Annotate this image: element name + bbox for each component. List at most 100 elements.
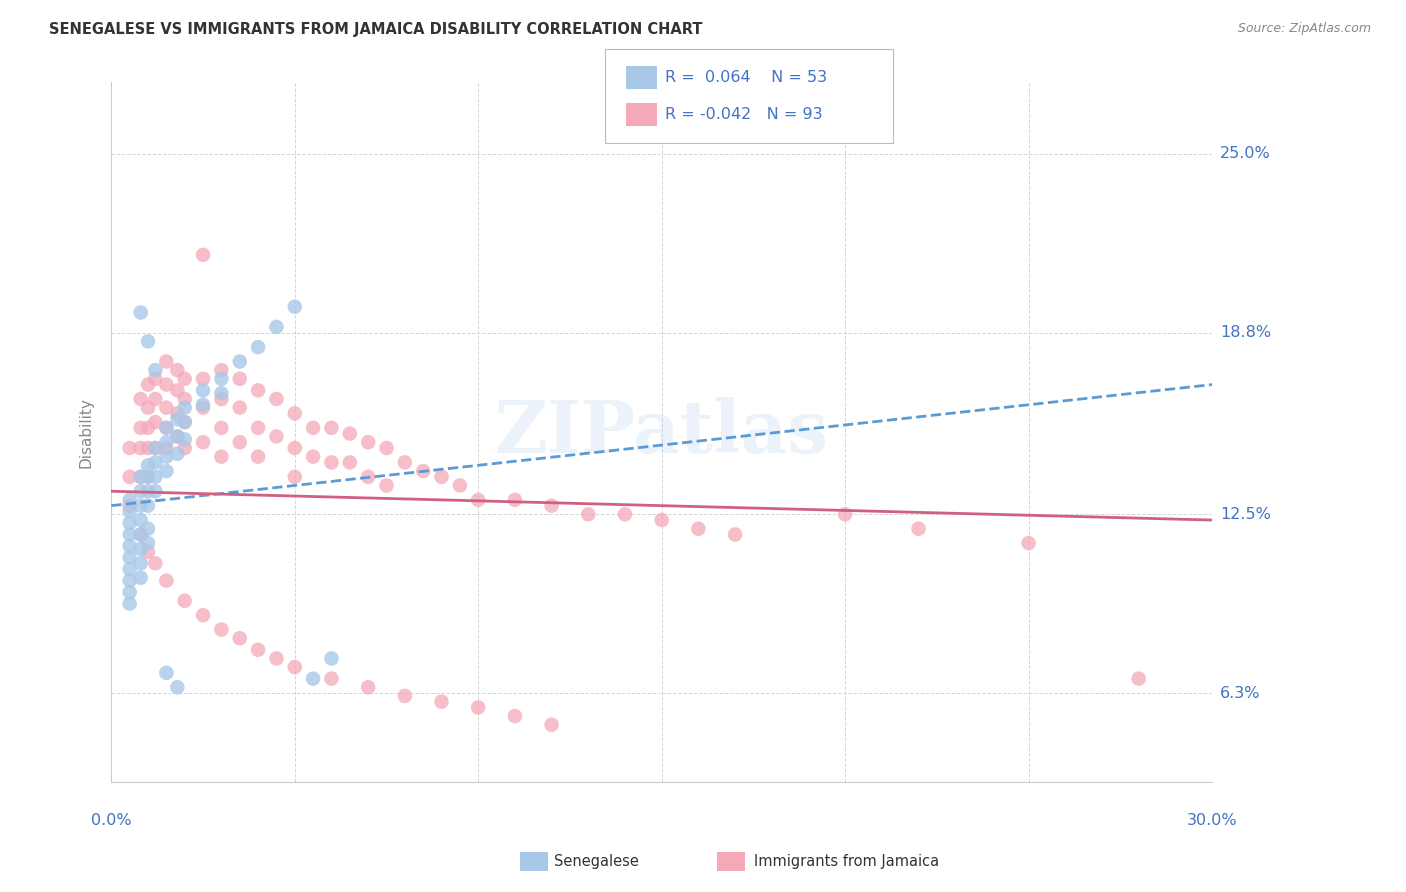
Point: [166, 680, 188, 694]
Point: [191, 608, 214, 623]
Point: [136, 522, 159, 536]
Point: [143, 441, 166, 455]
Point: [173, 372, 195, 386]
Point: [136, 441, 159, 455]
Point: [136, 470, 159, 484]
Point: [118, 504, 141, 518]
Point: [284, 300, 307, 314]
Point: [321, 421, 343, 435]
Point: [129, 557, 152, 571]
Point: [247, 642, 270, 657]
Text: Source: ZipAtlas.com: Source: ZipAtlas.com: [1237, 22, 1371, 36]
Point: [143, 455, 166, 469]
Point: [284, 470, 307, 484]
Point: [143, 415, 166, 429]
Point: [118, 516, 141, 530]
Point: [284, 441, 307, 455]
Point: [191, 398, 214, 412]
Point: [166, 447, 188, 461]
Point: [247, 421, 270, 435]
Point: [129, 513, 152, 527]
Point: [166, 384, 188, 398]
Text: 30.0%: 30.0%: [1187, 813, 1237, 828]
Point: [173, 415, 195, 429]
Point: [1128, 672, 1150, 686]
Point: [430, 470, 453, 484]
Point: [375, 478, 398, 492]
Point: [229, 401, 252, 415]
Y-axis label: Disability: Disability: [79, 397, 93, 467]
Point: [467, 700, 489, 714]
Point: [155, 421, 177, 435]
Point: [247, 450, 270, 464]
Point: [503, 492, 526, 507]
Point: [321, 455, 343, 469]
Point: [688, 522, 710, 536]
Point: [540, 499, 562, 513]
Point: [129, 470, 152, 484]
Point: [129, 305, 152, 319]
Point: [614, 508, 637, 522]
Point: [129, 527, 152, 541]
Point: [173, 401, 195, 415]
Point: [143, 484, 166, 499]
Point: [155, 421, 177, 435]
Point: [907, 522, 929, 536]
Point: [129, 441, 152, 455]
Point: [136, 470, 159, 484]
Point: [166, 429, 188, 443]
Point: [357, 680, 380, 694]
Text: 0.0%: 0.0%: [91, 813, 132, 828]
Text: R = -0.042   N = 93: R = -0.042 N = 93: [665, 107, 823, 121]
Point: [155, 450, 177, 464]
Point: [143, 372, 166, 386]
Point: [724, 527, 747, 541]
Point: [209, 372, 232, 386]
Point: [247, 340, 270, 354]
Point: [266, 651, 288, 665]
Point: [136, 421, 159, 435]
Point: [118, 574, 141, 588]
Point: [266, 429, 288, 443]
Point: [209, 623, 232, 637]
Point: [229, 354, 252, 368]
Point: [229, 372, 252, 386]
Point: [209, 450, 232, 464]
Point: [129, 421, 152, 435]
Point: [136, 545, 159, 559]
Point: [118, 550, 141, 565]
Point: [1018, 536, 1040, 550]
Point: [118, 492, 141, 507]
Point: [302, 421, 325, 435]
Text: 6.3%: 6.3%: [1220, 686, 1261, 700]
Point: [118, 539, 141, 553]
Point: [321, 651, 343, 665]
Point: [129, 392, 152, 406]
Point: [129, 527, 152, 541]
Point: [266, 320, 288, 334]
Point: [229, 435, 252, 450]
Point: [173, 392, 195, 406]
Point: [191, 401, 214, 415]
Point: [412, 464, 434, 478]
Point: [129, 571, 152, 585]
Point: [118, 562, 141, 576]
Point: [284, 660, 307, 674]
Point: [129, 484, 152, 499]
Point: [136, 499, 159, 513]
Point: [166, 406, 188, 420]
Point: [118, 441, 141, 455]
Point: [229, 632, 252, 646]
Point: [136, 484, 159, 499]
Text: ZIPatlas: ZIPatlas: [495, 397, 828, 467]
Text: SENEGALESE VS IMMIGRANTS FROM JAMAICA DISABILITY CORRELATION CHART: SENEGALESE VS IMMIGRANTS FROM JAMAICA DI…: [49, 22, 703, 37]
Point: [209, 386, 232, 401]
Point: [143, 441, 166, 455]
Point: [357, 435, 380, 450]
Point: [302, 450, 325, 464]
Point: [191, 372, 214, 386]
Point: [284, 406, 307, 420]
Point: [540, 717, 562, 731]
Point: [166, 429, 188, 443]
Point: [266, 392, 288, 406]
